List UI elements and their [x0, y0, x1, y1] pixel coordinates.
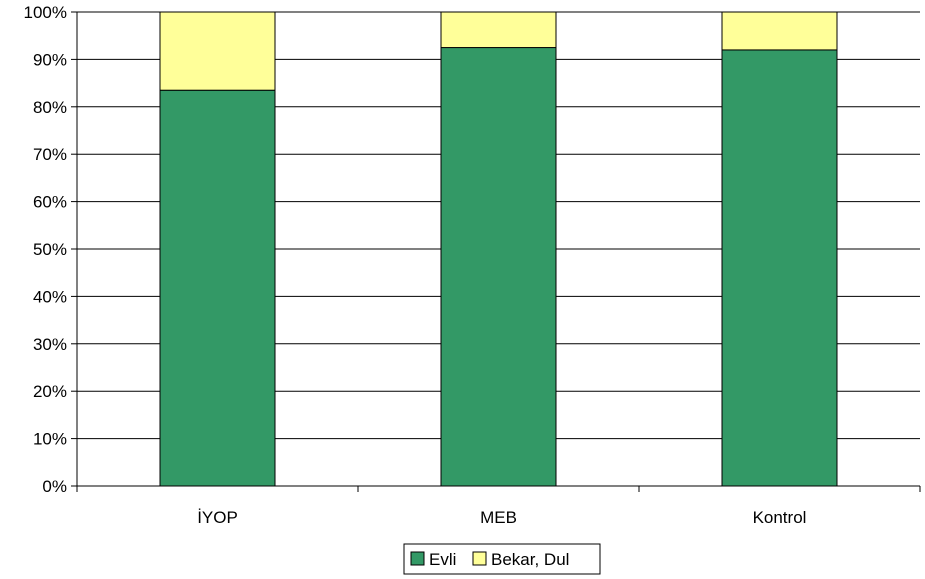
- legend-swatch-bekar-dul: [472, 551, 487, 566]
- legend-box: [403, 543, 601, 575]
- bar-bekar-dul-1: [440, 11, 557, 49]
- y-tick-label: 60%: [33, 193, 67, 212]
- legend-swatch-evli: [410, 551, 425, 566]
- legend: Evli Bekar, Dul: [403, 543, 601, 575]
- bar-evli-2: [721, 49, 838, 487]
- bar-bekar-dul-2: [721, 11, 838, 51]
- y-tick-label: 70%: [33, 145, 67, 164]
- y-tick-label: 90%: [33, 50, 67, 69]
- bars: [159, 11, 838, 487]
- y-tick-label: 20%: [33, 382, 67, 401]
- y-axis-ticks: 0% 10% 20% 30% 40% 50% 60% 70% 80% 90% 100%: [24, 3, 77, 496]
- x-tick-label: MEB: [480, 508, 517, 527]
- y-tick-label: 10%: [33, 430, 67, 449]
- y-tick-label: 30%: [33, 335, 67, 354]
- bar-evli-0: [159, 89, 276, 487]
- y-tick-label: 0%: [42, 477, 67, 496]
- legend-label-bekar-dul: Bekar, Dul: [491, 550, 569, 569]
- y-tick-label: 40%: [33, 287, 67, 306]
- x-tick-label: İYOP: [197, 508, 238, 527]
- legend-label-evli: Evli: [429, 550, 456, 569]
- bar-bekar-dul-0: [159, 11, 276, 91]
- y-tick-label: 80%: [33, 98, 67, 117]
- y-tick-label: 100%: [24, 3, 67, 22]
- bar-evli-1: [440, 47, 557, 487]
- x-axis-ticks: İYOP MEB Kontrol: [76, 486, 921, 527]
- y-tick-label: 50%: [33, 240, 67, 259]
- x-tick-label: Kontrol: [753, 508, 807, 527]
